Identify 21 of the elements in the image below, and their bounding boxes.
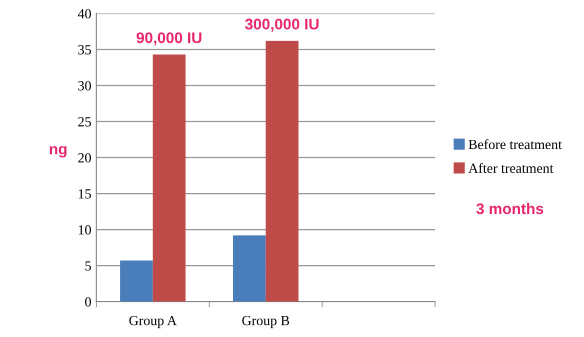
y-tick-label: 15 [78, 189, 91, 199]
y-tick-label: 5 [85, 261, 91, 271]
bar [232, 235, 266, 302]
legend-label: Before treatment [468, 139, 562, 150]
y-tick-label: 25 [78, 117, 91, 126]
x-tick-label: Group B [242, 316, 290, 328]
y-tick-label: 20 [78, 153, 91, 163]
y-axis-title: ng [50, 146, 66, 158]
annotation: 300,000 IU [245, 18, 319, 32]
bar [152, 54, 186, 302]
annotation: 90,000 IU [136, 32, 202, 46]
bar [266, 40, 298, 302]
y-tick-label: 40 [78, 9, 91, 18]
y-tick-label: 35 [78, 45, 91, 54]
y-tick-label: 10 [78, 225, 91, 235]
x-tick-label: Group A [129, 316, 177, 328]
y-tick-label: 30 [78, 81, 91, 90]
bar [120, 260, 153, 302]
legend-label: After treatment [468, 163, 554, 173]
text: 3 months [476, 202, 544, 214]
y-tick-label: 0 [85, 297, 91, 307]
